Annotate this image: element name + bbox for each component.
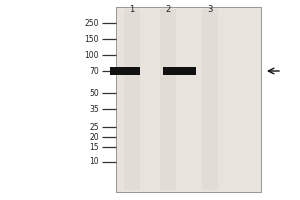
Text: 1: 1: [129, 5, 135, 14]
Text: 25: 25: [89, 122, 99, 132]
Bar: [116, 7, 261, 192]
Bar: [164, 67, 196, 75]
Text: 3: 3: [207, 5, 213, 14]
Text: 50: 50: [89, 88, 99, 98]
Text: 35: 35: [89, 105, 99, 114]
Text: 150: 150: [85, 34, 99, 44]
Text: 2: 2: [165, 5, 171, 14]
Text: 70: 70: [89, 66, 99, 75]
Text: 20: 20: [89, 133, 99, 142]
Text: 10: 10: [89, 158, 99, 166]
Bar: [202, 9, 218, 190]
Text: 100: 100: [85, 50, 99, 60]
Bar: [124, 9, 140, 190]
Text: 15: 15: [89, 142, 99, 152]
Bar: [160, 9, 176, 190]
Text: 250: 250: [85, 19, 99, 27]
Bar: [110, 67, 140, 75]
